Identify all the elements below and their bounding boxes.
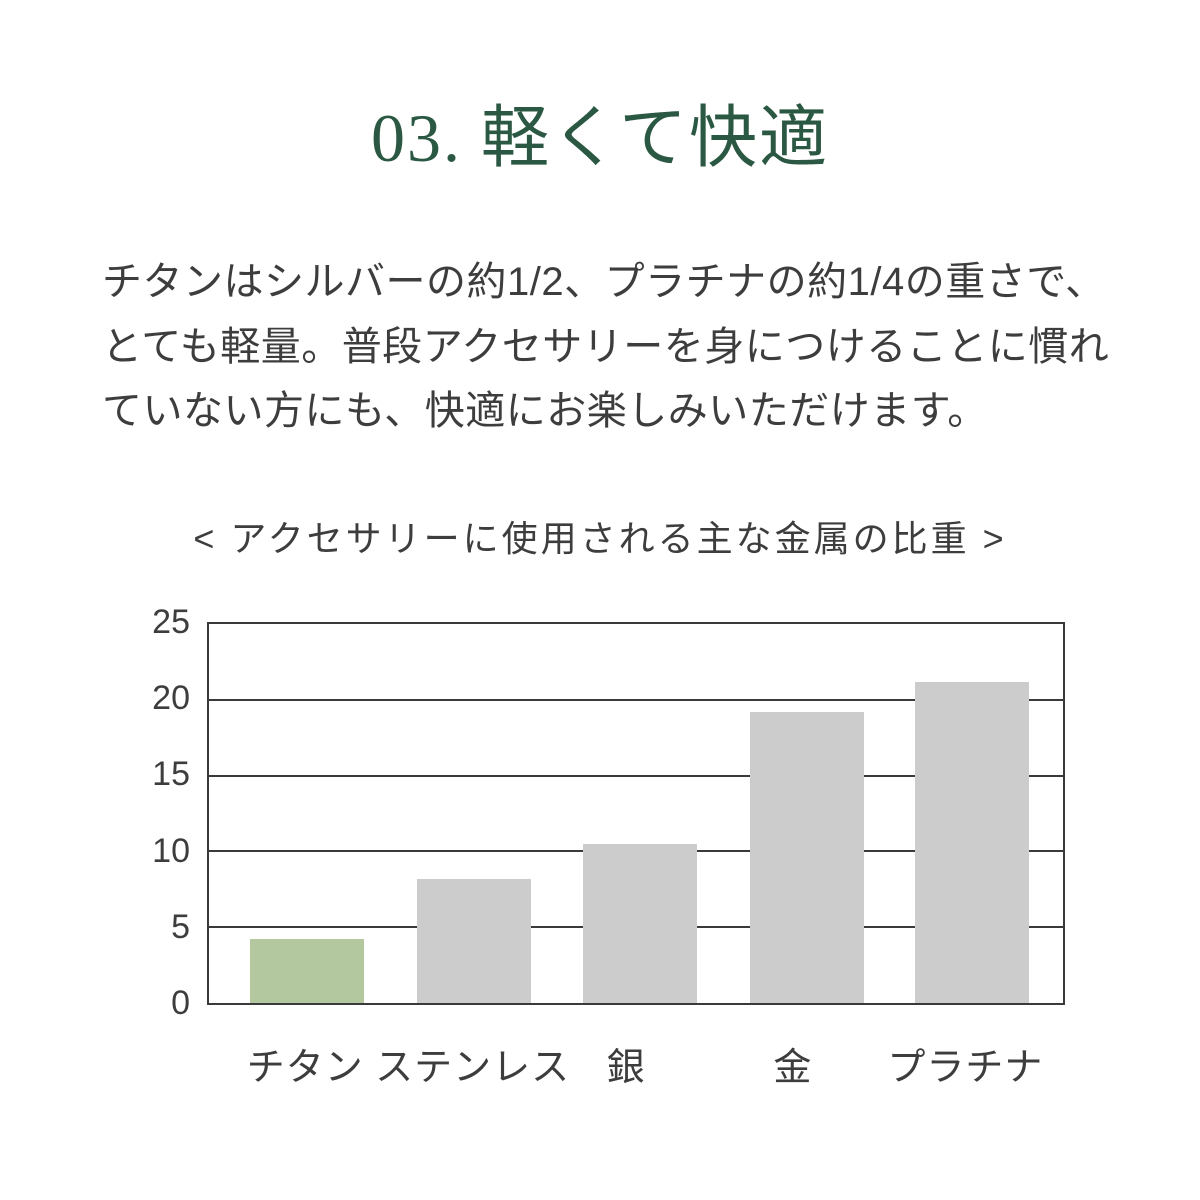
y-tick-label-15: 15: [152, 755, 190, 794]
y-tick-label-25: 25: [152, 603, 190, 641]
x-tick-label-銀: 銀: [606, 1047, 646, 1089]
x-tick-label-金: 金: [773, 1047, 813, 1089]
gridline-15: [209, 774, 1063, 777]
y-tick-label-10: 10: [152, 831, 190, 870]
bar-ステンレス: [416, 878, 531, 1003]
page-title: 03. 軽くて快適: [371, 100, 829, 176]
bar-銀: [583, 843, 698, 1003]
bar-金: [749, 711, 864, 1003]
x-axis-labels: チタン ステンレス銀 金 プラチナ: [207, 1044, 1065, 1104]
y-tick-label-5: 5: [171, 907, 190, 946]
y-tick-label-0: 0: [171, 984, 190, 1022]
y-tick-label-20: 20: [152, 679, 190, 718]
plot-area: [207, 622, 1065, 1005]
gridline-20: [209, 698, 1063, 701]
chart-title: < アクセサリーに使用される主な金属の比重 >: [193, 518, 1007, 559]
x-tick-label-ステンレス: ステンレス: [375, 1047, 571, 1089]
x-tick-label-プラチナ: プラチナ: [887, 1047, 1044, 1089]
y-axis-labels: 0 5 10 15 20 25: [0, 603, 190, 1022]
body-paragraph: チタンはシルバーの約1/2、プラチナの約1/4の重さで、 とても軽量。普段アクセ…: [102, 260, 1110, 433]
x-tick-label-チタン: チタン: [246, 1047, 364, 1089]
bar-チタン: [250, 939, 365, 1003]
bar-プラチナ: [915, 681, 1030, 1003]
